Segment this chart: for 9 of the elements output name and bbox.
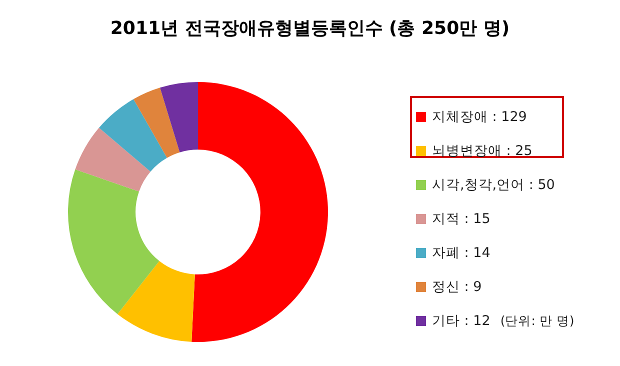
legend-label: 정신 : 9: [432, 278, 482, 296]
legend-label: 시각,청각,언어 : 50: [432, 176, 555, 194]
legend-label: 지체장애 : 129: [432, 108, 527, 126]
chart-title: 2011년 전국장애유형별등록인수 (총 250만 명): [109, 17, 511, 40]
legend-label: 지적 : 15: [432, 210, 490, 228]
text: (단위: 만 명): [500, 312, 574, 330]
legend-label: 기타 : 12: [432, 312, 490, 330]
legend-label: 자폐 : 14: [432, 244, 490, 262]
legend-label: 뇌병변장애 : 25: [432, 142, 532, 160]
